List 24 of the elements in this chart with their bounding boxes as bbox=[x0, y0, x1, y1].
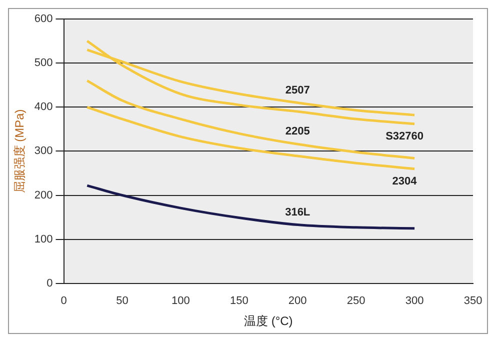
line-series bbox=[86, 184, 416, 230]
y-tick-label: 400 bbox=[34, 101, 53, 114]
x-tick-label: 50 bbox=[116, 295, 128, 308]
x-axis-title: 温度 (°C) bbox=[244, 314, 293, 328]
series-label: 2205 bbox=[285, 126, 310, 138]
line-series bbox=[86, 40, 416, 126]
x-tick-label: 150 bbox=[230, 295, 248, 308]
y-tick-label: 200 bbox=[34, 189, 53, 202]
y-tick-label: 600 bbox=[34, 13, 53, 26]
y-axis-title: 屈服强度 (MPa) bbox=[12, 109, 27, 194]
y-tick-label: 300 bbox=[34, 145, 53, 158]
y-tick-label: 100 bbox=[34, 233, 53, 246]
x-tick-label: 200 bbox=[288, 295, 307, 308]
x-tick-label: 350 bbox=[464, 295, 482, 308]
x-tick-label: 100 bbox=[172, 295, 190, 308]
series-label: S32760 bbox=[386, 130, 424, 142]
series-label: 316L bbox=[285, 206, 310, 218]
x-tick-label: 300 bbox=[405, 295, 424, 308]
series-label: 2507 bbox=[285, 84, 310, 96]
x-tick-label: 250 bbox=[346, 295, 366, 308]
y-tick-label: 500 bbox=[34, 57, 53, 70]
y-tick-label: 0 bbox=[46, 277, 53, 290]
x-tick-label: 0 bbox=[60, 295, 67, 308]
series-label: 2304 bbox=[392, 175, 418, 188]
